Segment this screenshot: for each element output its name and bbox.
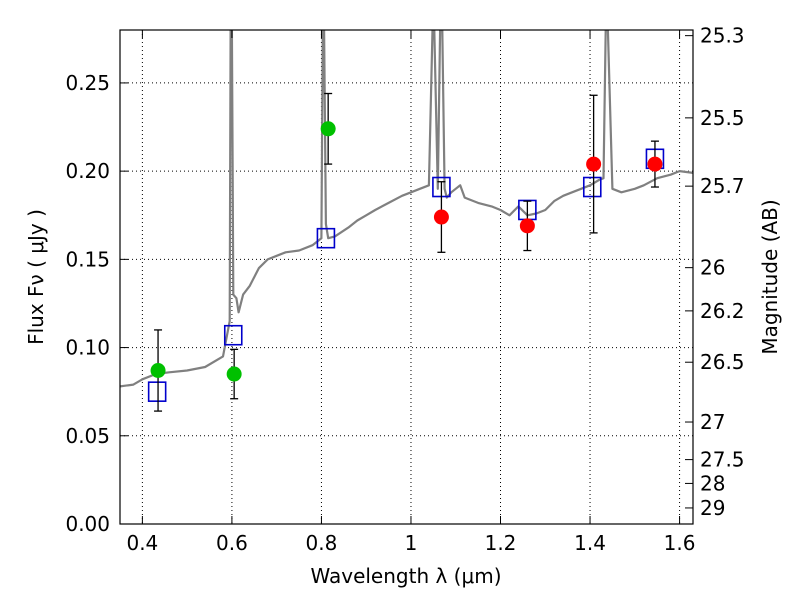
model-flux-square — [147, 381, 167, 402]
y2-tick-label: 29 — [700, 496, 725, 520]
y2-tick-label: 26 — [700, 256, 725, 280]
x-tick-label: 0.4 — [126, 531, 158, 555]
x-axis-title: Wavelength λ (μm) — [310, 564, 501, 588]
y-tick-label: 0.15 — [65, 247, 110, 271]
y2-axis-title: Magnitude (AB) — [758, 199, 782, 354]
photometry-point — [433, 209, 449, 225]
x-tick-label: 1.2 — [485, 531, 517, 555]
y2-tick-label: 25.5 — [700, 106, 745, 130]
x-tick-label: 1.4 — [574, 531, 606, 555]
photometry-point — [150, 363, 166, 379]
y-tick-label: 0.25 — [65, 71, 110, 95]
grid-lines — [120, 30, 693, 525]
y2-tick-label: 26.2 — [700, 299, 745, 323]
photometry-point — [226, 366, 242, 382]
x-tick-label: 0.6 — [216, 531, 248, 555]
axis-ticks: 0.4 0.6 0.8 1 1.2 1.4 1.6 0.00 0.05 0.10 0.15 0.20 0… — [65, 24, 744, 555]
model-spectrum-line — [120, 30, 693, 388]
photometry-point — [586, 156, 602, 172]
plot-frame — [119, 29, 694, 525]
y-axis-title: Flux Fν ( μJy ) — [24, 209, 48, 345]
x-tick-label: 1 — [405, 531, 418, 555]
y2-tick-label: 26.5 — [700, 350, 745, 374]
y-tick-label: 0.00 — [65, 512, 110, 536]
x-tick-label: 1.6 — [664, 531, 696, 555]
model-spectrum — [120, 30, 693, 388]
y2-tick-label: 27.5 — [700, 448, 745, 472]
photometry-points — [147, 92, 665, 412]
photometry-point — [647, 156, 663, 172]
y-tick-label: 0.05 — [65, 424, 110, 448]
x-tick-label: 0.8 — [306, 531, 338, 555]
y-tick-label: 0.20 — [65, 159, 110, 183]
photometry-point — [320, 121, 336, 137]
photometry-point — [519, 218, 535, 234]
y-tick-label: 0.10 — [65, 336, 110, 360]
y2-tick-label: 28 — [700, 471, 725, 495]
model-flux-square — [316, 227, 336, 249]
model-flux-square — [582, 176, 602, 198]
y2-tick-label: 27 — [700, 410, 725, 434]
model-flux-square — [223, 324, 243, 346]
y2-tick-label: 25.7 — [700, 174, 745, 198]
y2-tick-label: 25.3 — [700, 24, 745, 48]
